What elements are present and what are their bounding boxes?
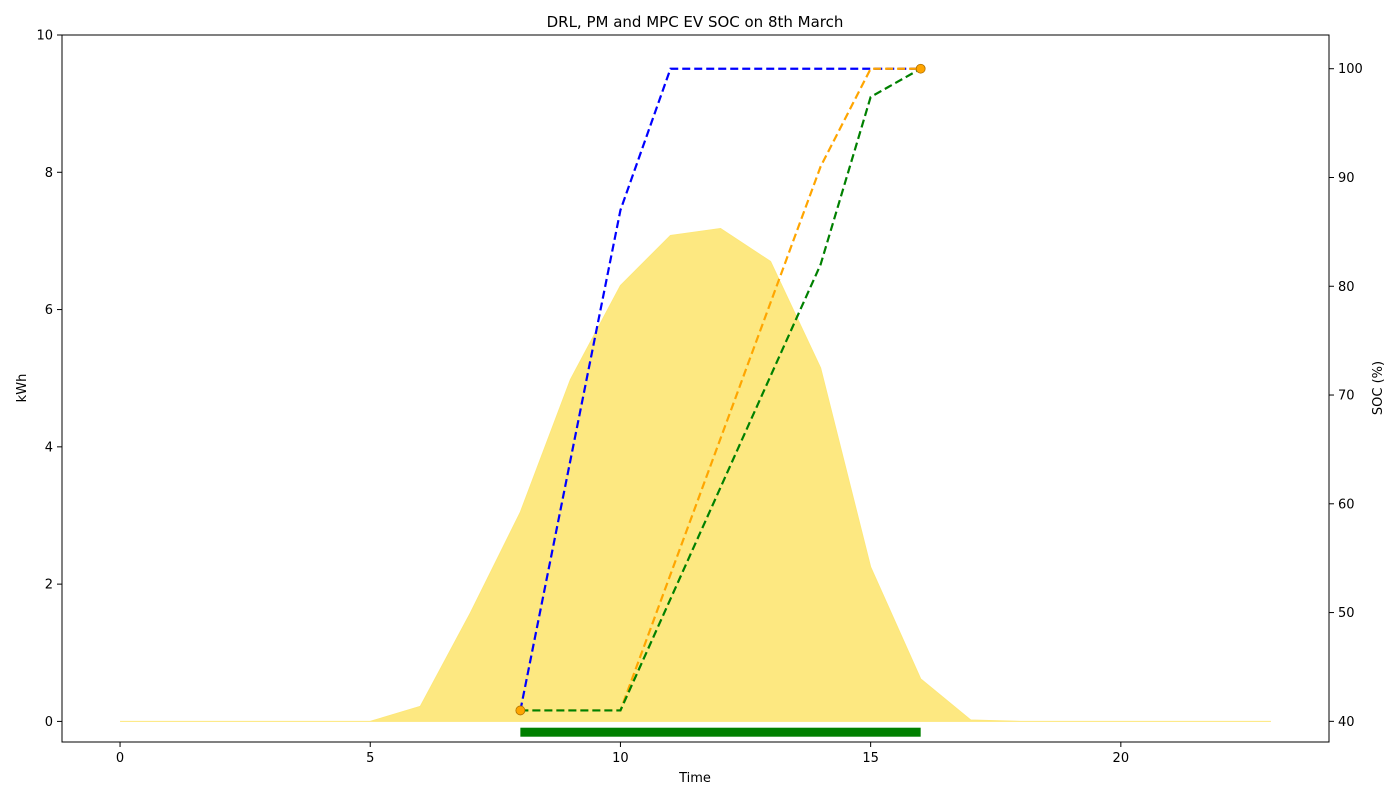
y-right-tick-label: 100 — [1338, 62, 1363, 77]
plot-area — [120, 63, 1271, 737]
y-left-tick-label: 8 — [45, 166, 53, 181]
availability-bar — [520, 727, 921, 737]
y-left-tick-label: 4 — [45, 440, 53, 455]
y-left-tick-label: 2 — [45, 578, 53, 593]
x-tick-label: 10 — [612, 751, 629, 766]
y-right-tick-label: 50 — [1338, 606, 1355, 621]
y-axis-right-label: SOC (%) — [1371, 361, 1386, 415]
pv-area — [120, 228, 1271, 722]
y-right-tick-label: 40 — [1338, 715, 1355, 730]
x-tick-label: 0 — [116, 751, 124, 766]
marker-point-1 — [515, 705, 526, 716]
x-tick-label: 15 — [862, 751, 879, 766]
series-line-3 — [520, 67, 922, 712]
y-axis-left-ticks: 0 2 4 6 8 10 — [36, 29, 62, 730]
y-left-tick-label: 10 — [36, 29, 53, 44]
y-right-tick-label: 70 — [1338, 389, 1355, 404]
x-axis-ticks: 0 5 10 15 20 — [116, 742, 1129, 766]
y-left-tick-label: 0 — [45, 715, 53, 730]
series-line-1 — [519, 67, 921, 711]
x-tick-label: 5 — [366, 751, 374, 766]
y-axis-right-ticks: 40 50 60 70 80 90 100 — [1329, 62, 1363, 730]
y-axis-left-label: kWh — [15, 374, 30, 403]
axes-frame — [61, 34, 1330, 743]
chart-title: DRL, PM and MPC EV SOC on 8th March — [547, 13, 844, 31]
y-right-tick-label: 80 — [1338, 280, 1355, 295]
x-tick-label: 20 — [1113, 751, 1130, 766]
y-left-tick-label: 6 — [45, 303, 53, 318]
y-right-tick-label: 90 — [1338, 171, 1355, 186]
marker-point-2 — [915, 63, 926, 74]
y-right-tick-label: 60 — [1338, 497, 1355, 512]
x-axis-label: Time — [678, 771, 711, 786]
